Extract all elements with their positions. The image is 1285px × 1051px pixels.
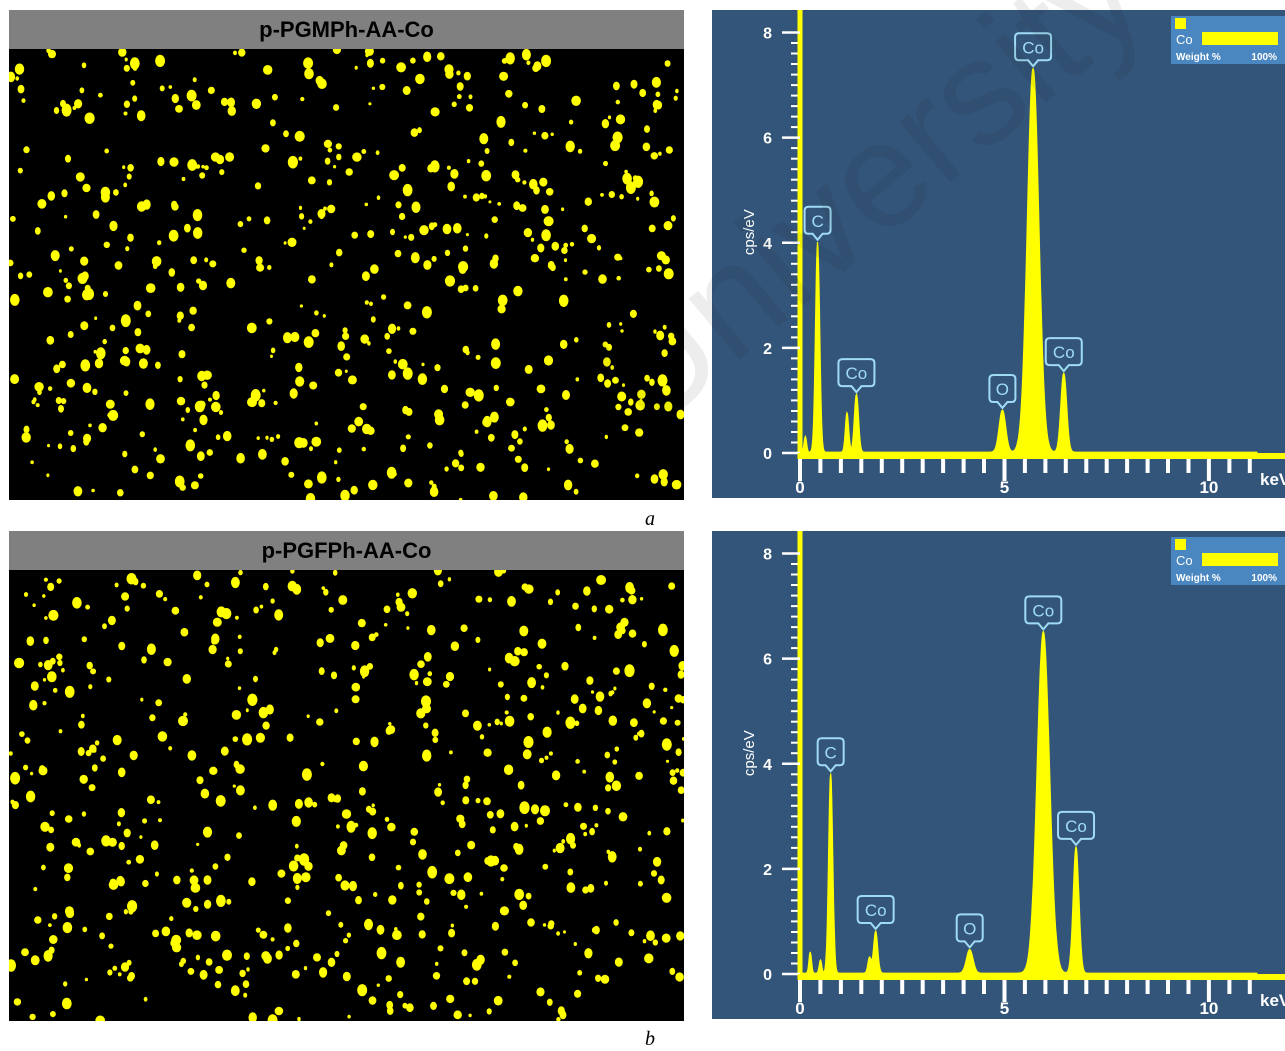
x-tick-label-a: 10 [1199,478,1218,497]
peak-label-c-b-2: C [816,737,845,773]
x-tick-label-a: 5 [1000,478,1009,497]
y-tick-label-a: 6 [763,131,772,148]
y-axis-label-a: cps/eV [741,209,758,255]
cobalt-distribution-map-b [9,570,684,1021]
legend-weight-bar-b [1202,553,1278,566]
peak-label-co-a-6: Co [1044,337,1083,373]
y-tick-label-b: 6 [763,652,772,669]
legend-element-a: Co [1176,32,1193,47]
x-tick-label-b: 5 [1000,999,1009,1018]
peak-label-co-b-6: Co [1024,595,1063,631]
elemental-map-a: p-PGMPh-AA-Co [9,10,684,500]
y-tick-label-b: 2 [763,862,772,879]
y-tick-label-a: 8 [763,26,772,43]
spectrum-trace-b [800,630,1258,975]
y-tick-label-a: 0 [763,446,772,463]
svg-text:C: C [811,212,823,231]
legend-weight-value-a: 100% [1251,52,1277,63]
eds-spectrum-b: 0 2 4 6 8 cps/eV 0 5 10 keV C Co O Co Co Co Weight % 100% [712,531,1285,1019]
peak-label-co-a-5: Co [1014,32,1053,68]
cobalt-distribution-map-a [9,49,684,500]
legend-swatch-b [1175,539,1186,550]
map-title-a: p-PGMPh-AA-Co [9,10,684,49]
y-tick-label-a: 4 [763,236,772,253]
svg-text:C: C [825,743,837,762]
panel-label-a: a [645,508,655,530]
svg-text:Co: Co [1032,601,1054,620]
spectrum-plot-b: 0 2 4 6 8 cps/eV 0 5 10 keV C Co O Co Co Co Weight % 100% [741,531,1285,1018]
x-axis-label-b: keV [1260,991,1285,1010]
svg-text:Co: Co [1022,38,1044,57]
x-axis-label-a: keV [1260,470,1285,489]
peak-label-co-a-3: Co [837,358,876,394]
svg-text:Co: Co [1053,343,1075,362]
y-tick-label-b: 4 [763,757,772,774]
cobalt-signal-dots-a [9,49,684,500]
peak-label-c-a-1: C [803,205,832,242]
map-title-b: p-PGFPh-AA-Co [9,531,684,570]
legend-weight-label-a: Weight % [1176,52,1221,63]
legend-element-b: Co [1176,553,1193,568]
cobalt-signal-dots-b [9,570,684,1021]
legend-weight-bar-a [1202,32,1278,45]
y-tick-label-a: 2 [763,341,772,358]
svg-text:O: O [996,380,1009,399]
svg-text:Co: Co [865,901,887,920]
eds-spectrum-a: 0 2 4 6 8 cps/eV 0 5 10 keV C Co O Co Co Co Weight % 100% [712,10,1285,498]
panel-label-b: b [645,1028,655,1050]
peak-label-co-b-7: Co [1057,810,1096,847]
legend-b: Co Weight % 100% [1171,537,1285,585]
svg-text:Co: Co [1065,817,1087,836]
y-tick-label-b: 8 [763,547,772,564]
x-tick-label-b: 0 [795,999,804,1018]
elemental-map-b: p-PGFPh-AA-Co [9,531,684,1021]
spectrum-plot-a: 0 2 4 6 8 cps/eV 0 5 10 keV C Co O Co Co Co Weight % 100% [741,10,1285,497]
y-tick-label-b: 0 [763,967,772,984]
x-tick-label-b: 10 [1199,999,1218,1018]
svg-text:O: O [963,919,976,938]
peak-label-co-b-4: Co [856,894,895,931]
legend-a: Co Weight % 100% [1171,16,1285,64]
peak-label-o-a-4: O [988,373,1017,410]
peak-label-o-b-5: O [955,913,984,949]
legend-swatch-a [1175,18,1186,29]
legend-weight-label-b: Weight % [1176,573,1221,584]
spectrum-trace-a [800,68,1258,454]
legend-weight-value-b: 100% [1251,573,1277,584]
x-tick-label-a: 0 [795,478,804,497]
y-axis-label-b: cps/eV [741,730,758,776]
svg-text:Co: Co [846,364,868,383]
